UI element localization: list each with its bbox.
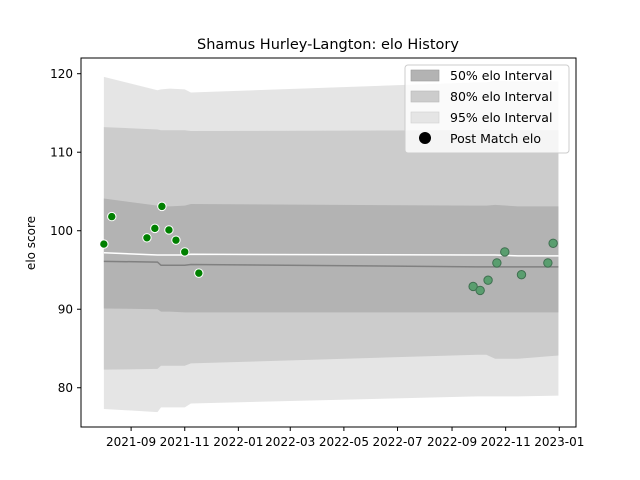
x-tick-label: 2021-11 (160, 435, 210, 449)
legend-label-95: 95% elo Interval (450, 110, 552, 125)
legend-marker-points (419, 132, 431, 144)
post-match-elo-point (194, 268, 204, 278)
post-match-elo-point (548, 238, 558, 248)
plot-frame (80, 57, 577, 428)
x-tick-label: 2022-09 (427, 435, 477, 449)
legend-label-50: 50% elo Interval (450, 68, 552, 83)
post-match-elo-point (180, 247, 190, 257)
y-tick-label: 100 (50, 224, 73, 238)
x-tick-label: 2022-01 (213, 435, 263, 449)
post-match-elo-point (516, 269, 527, 280)
post-match-elo-point (150, 223, 160, 234)
chart-title: Shamus Hurley-Langton: elo History (197, 37, 459, 53)
legend-label-points: Post Match elo (450, 131, 541, 146)
y-axis-label: elo score (24, 216, 38, 270)
legend-frame (404, 64, 570, 154)
post-match-elo-point (475, 285, 485, 296)
x-tick-label: 2022-11 (481, 435, 531, 449)
post-match-elo-point (500, 247, 510, 257)
post-match-elo-point (171, 235, 181, 245)
x-tick-label: 2023-01 (534, 435, 584, 449)
post-match-elo-point (142, 233, 152, 243)
plot-area (80, 57, 577, 428)
post-match-elo-point (468, 281, 478, 292)
median-line (103, 260, 559, 268)
post-match-elo-point (492, 258, 502, 268)
y-tick-label: 90 (58, 303, 73, 317)
legend-swatch-95 (410, 111, 440, 124)
post-match-elo-point (157, 201, 167, 212)
y-tick-label: 80 (58, 381, 73, 395)
band-50 (103, 198, 559, 313)
y-axis: 80 90 100 110 120 (50, 67, 81, 395)
x-tick-label: 2021-09 (106, 435, 156, 449)
post-match-elo-point (107, 211, 117, 222)
post-match-elo-point (99, 239, 109, 249)
x-tick-label: 2022-05 (319, 435, 369, 449)
y-tick-label: 110 (50, 146, 73, 160)
x-tick-label: 2022-07 (372, 435, 422, 449)
legend-label-80: 80% elo Interval (450, 89, 552, 104)
x-axis: 2021-09 2021-11 2022-01 2022-03 2022-05 2022-… (106, 427, 584, 449)
post-match-elo-point (164, 225, 174, 235)
x-tick-label: 2022-03 (265, 435, 315, 449)
legend-swatch-80 (410, 90, 440, 103)
y-tick-label: 120 (50, 67, 73, 81)
post-match-elo-point (483, 275, 493, 285)
post-match-elo-point (543, 258, 553, 268)
legend-swatch-50 (410, 69, 440, 82)
legend: 50% elo Interval 80% elo Interval 95% el… (404, 64, 570, 154)
